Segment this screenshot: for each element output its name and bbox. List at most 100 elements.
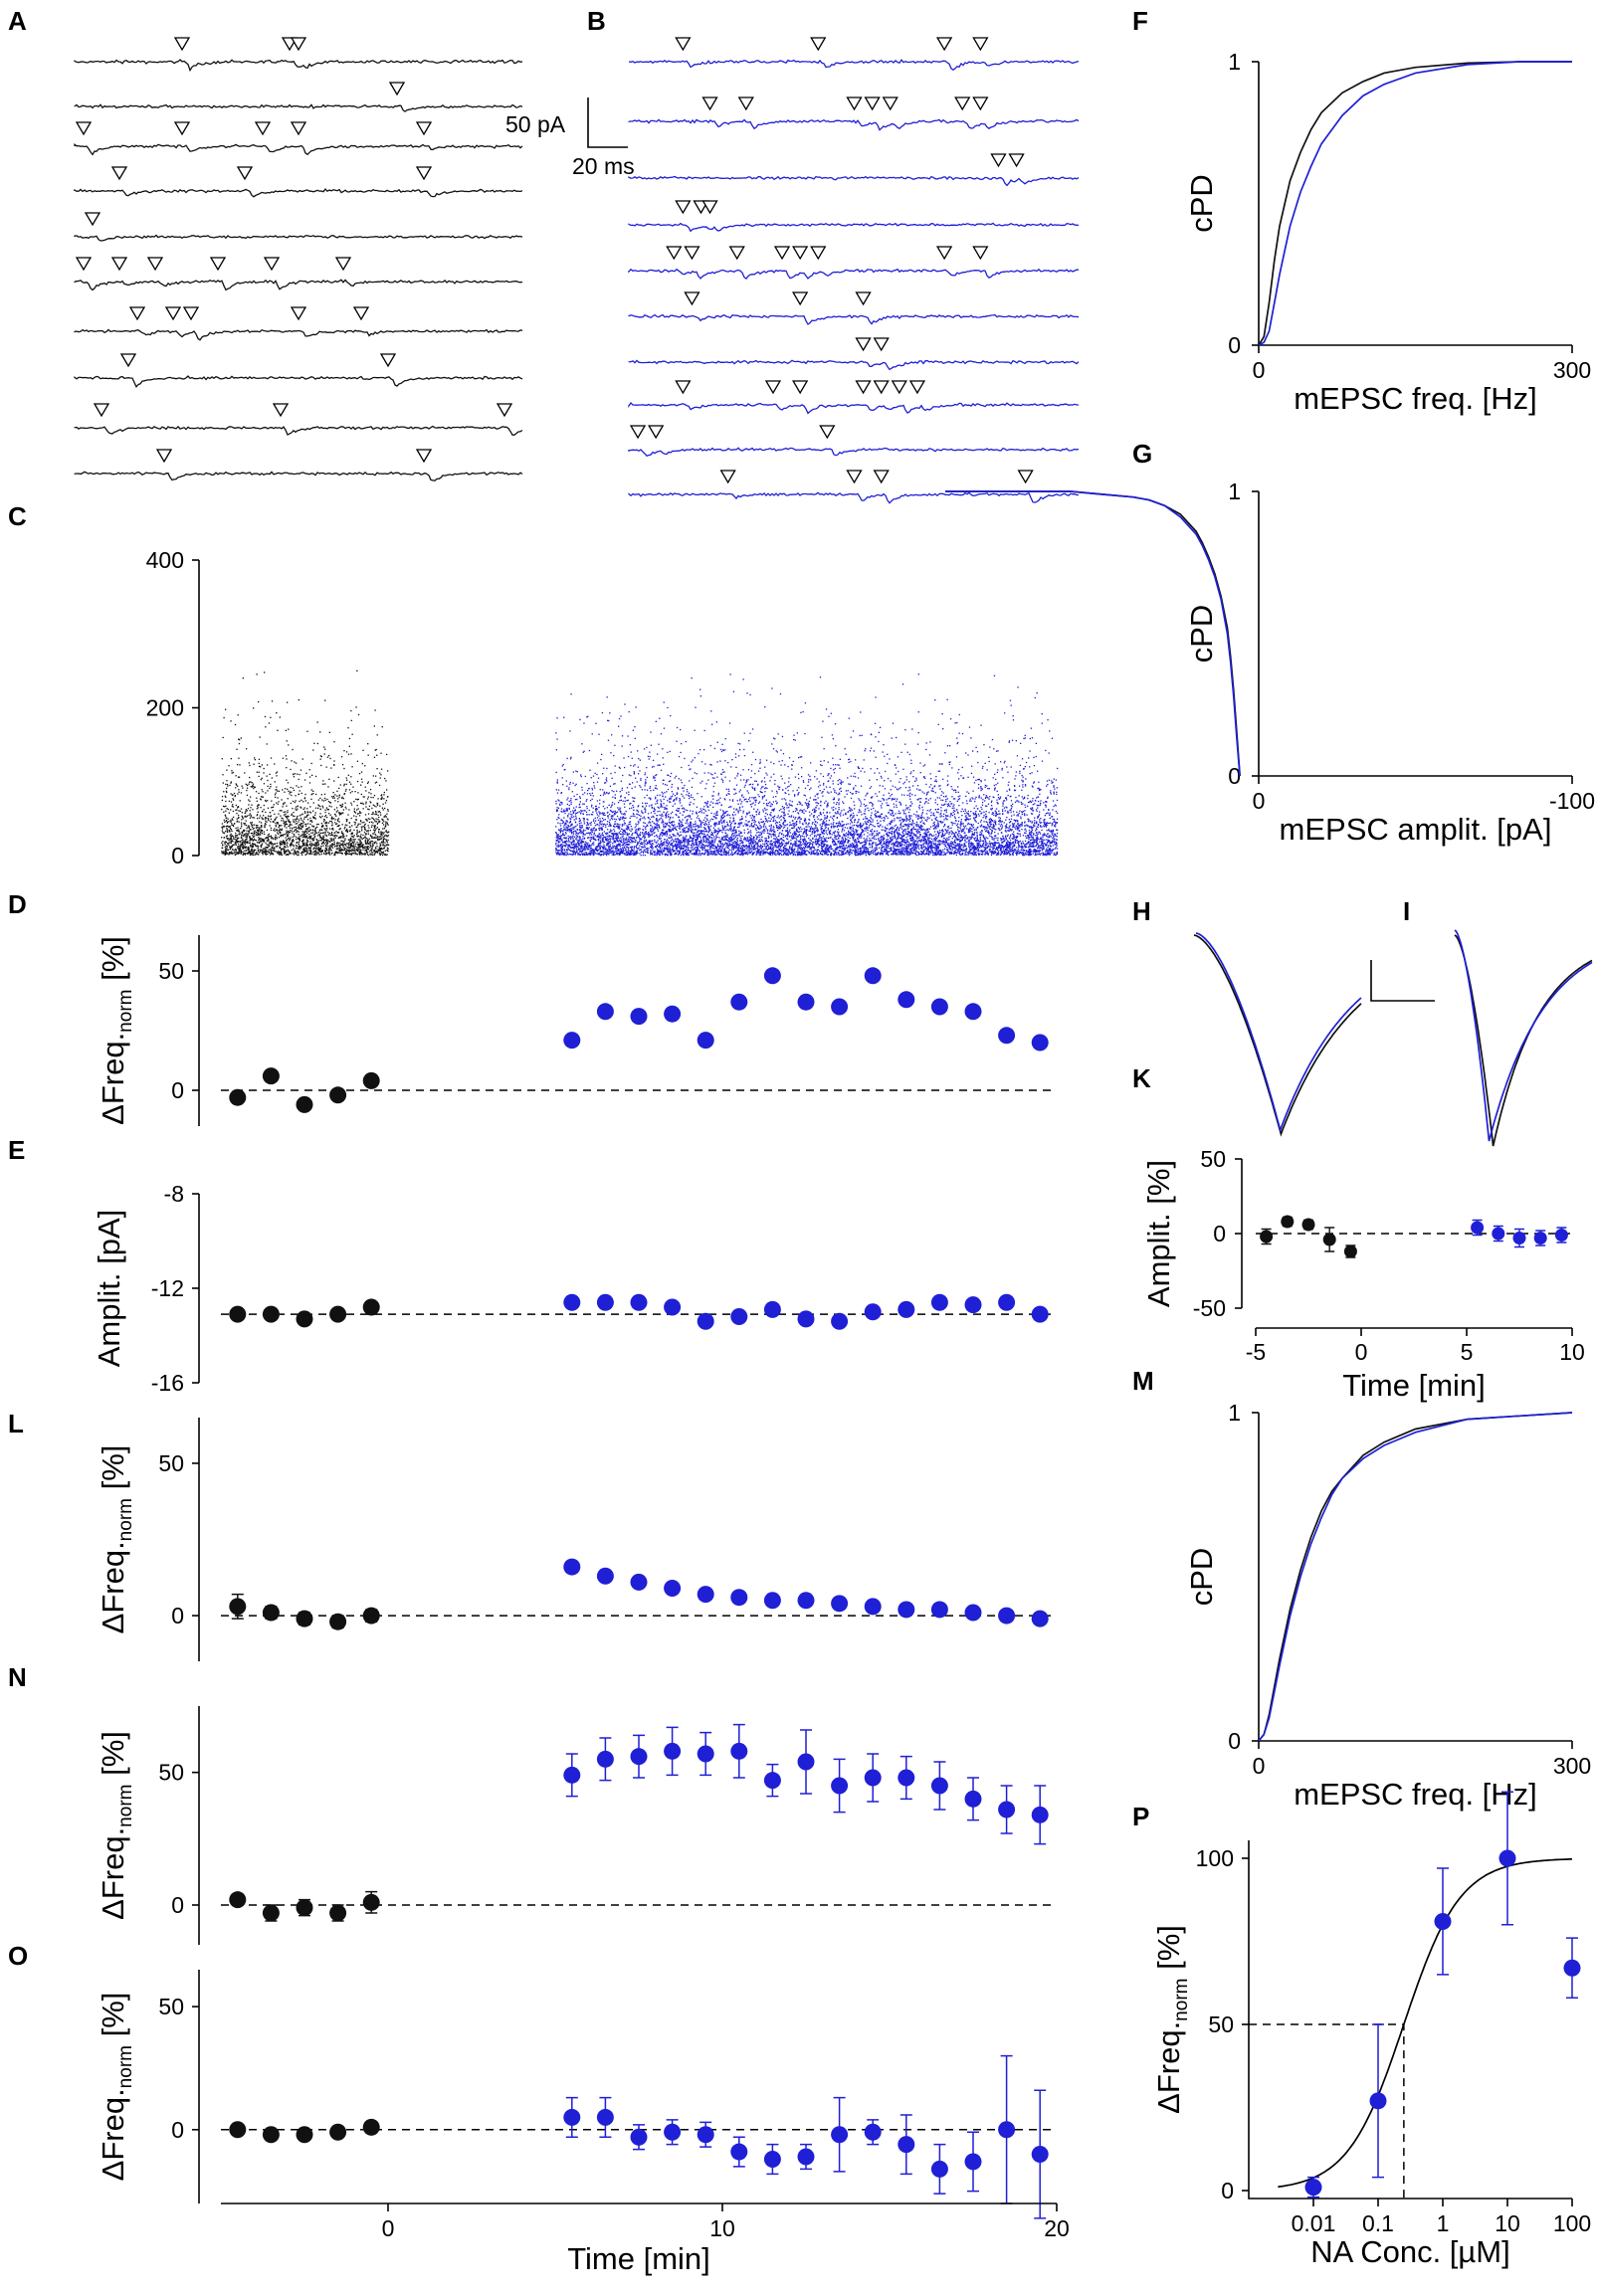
event-dot [281, 852, 283, 855]
event-dot [251, 854, 253, 856]
event-dot [323, 753, 325, 755]
event-dot [302, 840, 304, 843]
event-dot [384, 802, 387, 804]
event-dot [361, 846, 363, 848]
event-marker [773, 246, 791, 261]
event-dot [725, 794, 728, 796]
event-dot [261, 764, 263, 766]
event-dot [1002, 810, 1004, 813]
event-dot [803, 812, 805, 815]
event-dot [929, 851, 931, 853]
event-dot [865, 822, 867, 825]
event-dot [310, 794, 312, 796]
event-dot [227, 853, 229, 855]
event-dot [241, 845, 243, 847]
event-dot [317, 840, 319, 842]
event-dot [965, 752, 967, 754]
event-dot [378, 820, 380, 822]
event-dot [986, 847, 988, 849]
trace-line [74, 279, 523, 291]
event-dot [304, 837, 306, 839]
event-dot [1022, 776, 1024, 778]
event-dot [293, 773, 295, 775]
event-dot [329, 850, 331, 852]
event-dot [285, 813, 287, 815]
event-dot [303, 797, 306, 799]
event-dot [999, 847, 1001, 849]
event-dot [667, 849, 669, 851]
event-dot [748, 853, 750, 855]
event-dot [236, 840, 239, 842]
event-dot [276, 771, 279, 773]
event-dot [265, 818, 267, 820]
event-dot [308, 836, 310, 838]
event-dot [630, 830, 632, 833]
event-dot [639, 818, 641, 821]
event-dot [820, 837, 822, 839]
event-dot [373, 842, 375, 844]
event-dot [711, 840, 713, 842]
event-dot [1039, 825, 1042, 827]
event-dot [715, 848, 718, 850]
event-dot [788, 853, 790, 855]
event-dot [306, 730, 308, 732]
event-dot [628, 794, 630, 796]
event-dot [642, 836, 644, 838]
event-dot [622, 829, 624, 831]
event-dot [1002, 847, 1004, 849]
event-dot [301, 840, 304, 842]
event-dot [1015, 825, 1017, 827]
event-dot [321, 829, 323, 832]
event-dot [570, 813, 572, 816]
event-dot [1014, 848, 1016, 850]
event-dot [263, 841, 265, 843]
event-dot [972, 843, 974, 845]
event-dot [221, 827, 223, 829]
event-dot [305, 836, 307, 838]
event-dot [734, 847, 736, 849]
event-dot [223, 852, 225, 854]
event-dot [260, 840, 262, 842]
event-dot [298, 848, 299, 850]
event-dot [374, 749, 376, 751]
event-dot [1011, 829, 1013, 831]
event-dot [931, 790, 934, 792]
event-dot [302, 808, 304, 811]
event-dot [258, 840, 260, 842]
event-dot [1015, 828, 1017, 830]
event-dot [230, 819, 232, 822]
event-dot [882, 751, 884, 753]
event-dot [874, 847, 876, 850]
event-dot [356, 854, 358, 856]
event-dot [820, 831, 823, 833]
event-dot [331, 843, 333, 845]
event-dot [1056, 845, 1058, 847]
event-dot [248, 804, 250, 806]
event-dot [291, 842, 293, 845]
event-dot [245, 824, 248, 827]
event-dot [270, 829, 272, 832]
event-dot [226, 791, 228, 794]
event-dot [270, 848, 272, 850]
event-dot [693, 835, 695, 837]
event-dot [959, 840, 961, 842]
event-dot [855, 840, 857, 842]
event-dot [225, 850, 228, 852]
event-dot [754, 828, 757, 830]
event-dot [292, 836, 294, 838]
event-dot [337, 798, 339, 800]
event-dot [326, 809, 328, 811]
event-dot [323, 821, 325, 823]
event-dot [952, 844, 954, 846]
event-dot [828, 848, 830, 850]
event-dot [266, 837, 268, 839]
event-dot [366, 843, 368, 845]
event-dot [1002, 838, 1004, 840]
event-dot [1026, 825, 1028, 827]
event-dot [1036, 810, 1038, 813]
event-dot [237, 764, 239, 766]
event-dot [339, 852, 341, 855]
event-dot [824, 851, 826, 854]
event-dot [253, 843, 255, 846]
event-dot [293, 844, 295, 847]
